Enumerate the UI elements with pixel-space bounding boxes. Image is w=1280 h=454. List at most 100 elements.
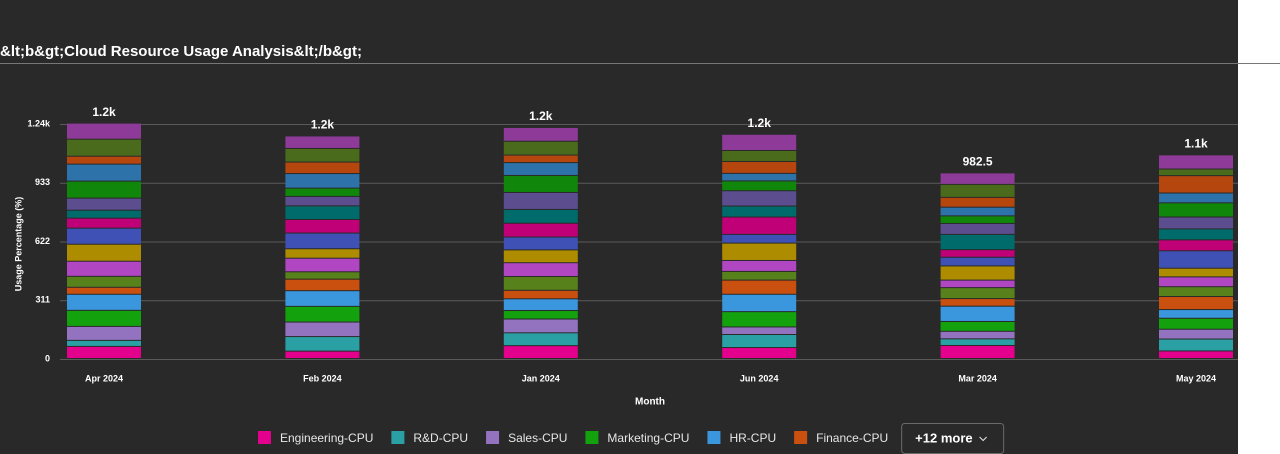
bar-segment (67, 276, 141, 287)
bar-segment (67, 294, 141, 310)
bar-segment (67, 181, 141, 198)
bar-segment (940, 184, 1015, 197)
bar-segment (67, 139, 141, 156)
bar-segment (940, 331, 1015, 339)
legend-item[interactable]: HR-CPU (707, 431, 776, 445)
bar-segment (503, 175, 578, 192)
bar-segment (722, 271, 797, 280)
bar-segment (940, 280, 1015, 288)
bar-segment (285, 196, 360, 206)
bar-segment (940, 321, 1015, 331)
bar-segment (285, 162, 360, 174)
legend-item[interactable]: Marketing-CPU (585, 431, 689, 445)
bar-segment (67, 164, 141, 181)
bar-segment (1159, 297, 1233, 310)
bar-segment (1159, 329, 1233, 339)
bar-segment (940, 223, 1015, 234)
legend-swatch (707, 431, 721, 444)
x-tick-label: Jan 2024 (522, 373, 560, 383)
legend-more-label: +12 more (915, 430, 972, 445)
bar-segment (67, 340, 141, 346)
legend-item[interactable]: Sales-CPU (486, 431, 567, 445)
bar-segment (67, 210, 141, 218)
bar-segment (722, 234, 797, 243)
bar-segment (285, 249, 360, 258)
bar-segment (940, 345, 1015, 358)
bar-segment (285, 188, 360, 196)
total-label: 982.5 (963, 155, 993, 169)
bar-segment (722, 294, 797, 312)
bar-segment (940, 173, 1015, 184)
bar-segment (67, 228, 141, 244)
bar-segment (503, 346, 578, 358)
bar-segment (1159, 155, 1233, 169)
legend-swatch (794, 431, 808, 444)
bar-segment (940, 207, 1015, 216)
bar-segment (503, 333, 578, 346)
bar-segment (722, 348, 797, 358)
bar-segment (722, 206, 797, 217)
bar-segment (67, 261, 141, 276)
bar-segment (722, 181, 797, 191)
bar-segment (1159, 203, 1233, 217)
bar-segment (1159, 310, 1233, 318)
x-tick-label: Jun 2024 (740, 373, 779, 383)
total-label: 1.2k (311, 118, 335, 132)
x-tick-label: Feb 2024 (303, 373, 342, 383)
bar-segment (722, 280, 797, 294)
legend-more-button[interactable]: +12 more (901, 423, 1005, 454)
bar-segment (722, 312, 797, 327)
bar-segment (722, 260, 797, 271)
legend-item[interactable]: R&D-CPU (391, 431, 468, 445)
bar-segment (503, 277, 578, 290)
bar-segment (503, 237, 578, 250)
legend-label: R&D-CPU (413, 431, 468, 445)
bar-segment (285, 337, 360, 351)
bar-segment (503, 127, 578, 141)
bar-segment (722, 134, 797, 151)
bar-segment (722, 217, 797, 234)
y-tick-label: 311 (35, 295, 50, 305)
bar-segment (1159, 217, 1233, 229)
bar-segment (1159, 251, 1233, 268)
y-tick-label: 0 (45, 353, 50, 363)
bar-segment (940, 234, 1015, 250)
bar-segment (285, 306, 360, 322)
bar-segment (285, 148, 360, 162)
x-tick-label: Apr 2024 (85, 373, 123, 383)
bar-segment (722, 191, 797, 206)
bar-segment (503, 223, 578, 237)
bar-segment (503, 192, 578, 209)
bar-segment (722, 243, 797, 260)
legend-item[interactable]: Engineering-CPU (258, 431, 373, 445)
bar-segment (285, 136, 360, 148)
legend-label: Finance-CPU (816, 431, 888, 445)
bar-segment (940, 266, 1015, 280)
bar-segment (503, 263, 578, 277)
bar-segment (285, 279, 360, 291)
bar-segment (285, 233, 360, 249)
chart-title: &lt;b&gt;Cloud Resource Usage Analysis&l… (0, 43, 362, 60)
bar-segment (1159, 176, 1233, 193)
bar-segment (67, 123, 141, 139)
bar-segment (940, 257, 1015, 266)
bar-segment (67, 198, 141, 210)
bar-segment (940, 216, 1015, 223)
legend-swatch (258, 431, 271, 444)
side-strip (1238, 0, 1280, 454)
total-label: 1.2k (529, 109, 553, 123)
bar-segment (503, 311, 578, 319)
bar-segment (940, 288, 1015, 299)
bar-segment (503, 163, 578, 175)
bar-segment (67, 156, 141, 164)
total-label: 1.1k (1184, 137, 1208, 151)
bar-segment (1159, 277, 1233, 287)
y-tick-label: 622 (35, 236, 50, 246)
bar-segment (503, 299, 578, 311)
bar-segment (67, 287, 141, 294)
bar-segment (67, 218, 141, 228)
legend-item[interactable]: Finance-CPU (794, 431, 888, 445)
total-label: 1.2k (748, 116, 772, 130)
bar-segment (67, 346, 141, 358)
